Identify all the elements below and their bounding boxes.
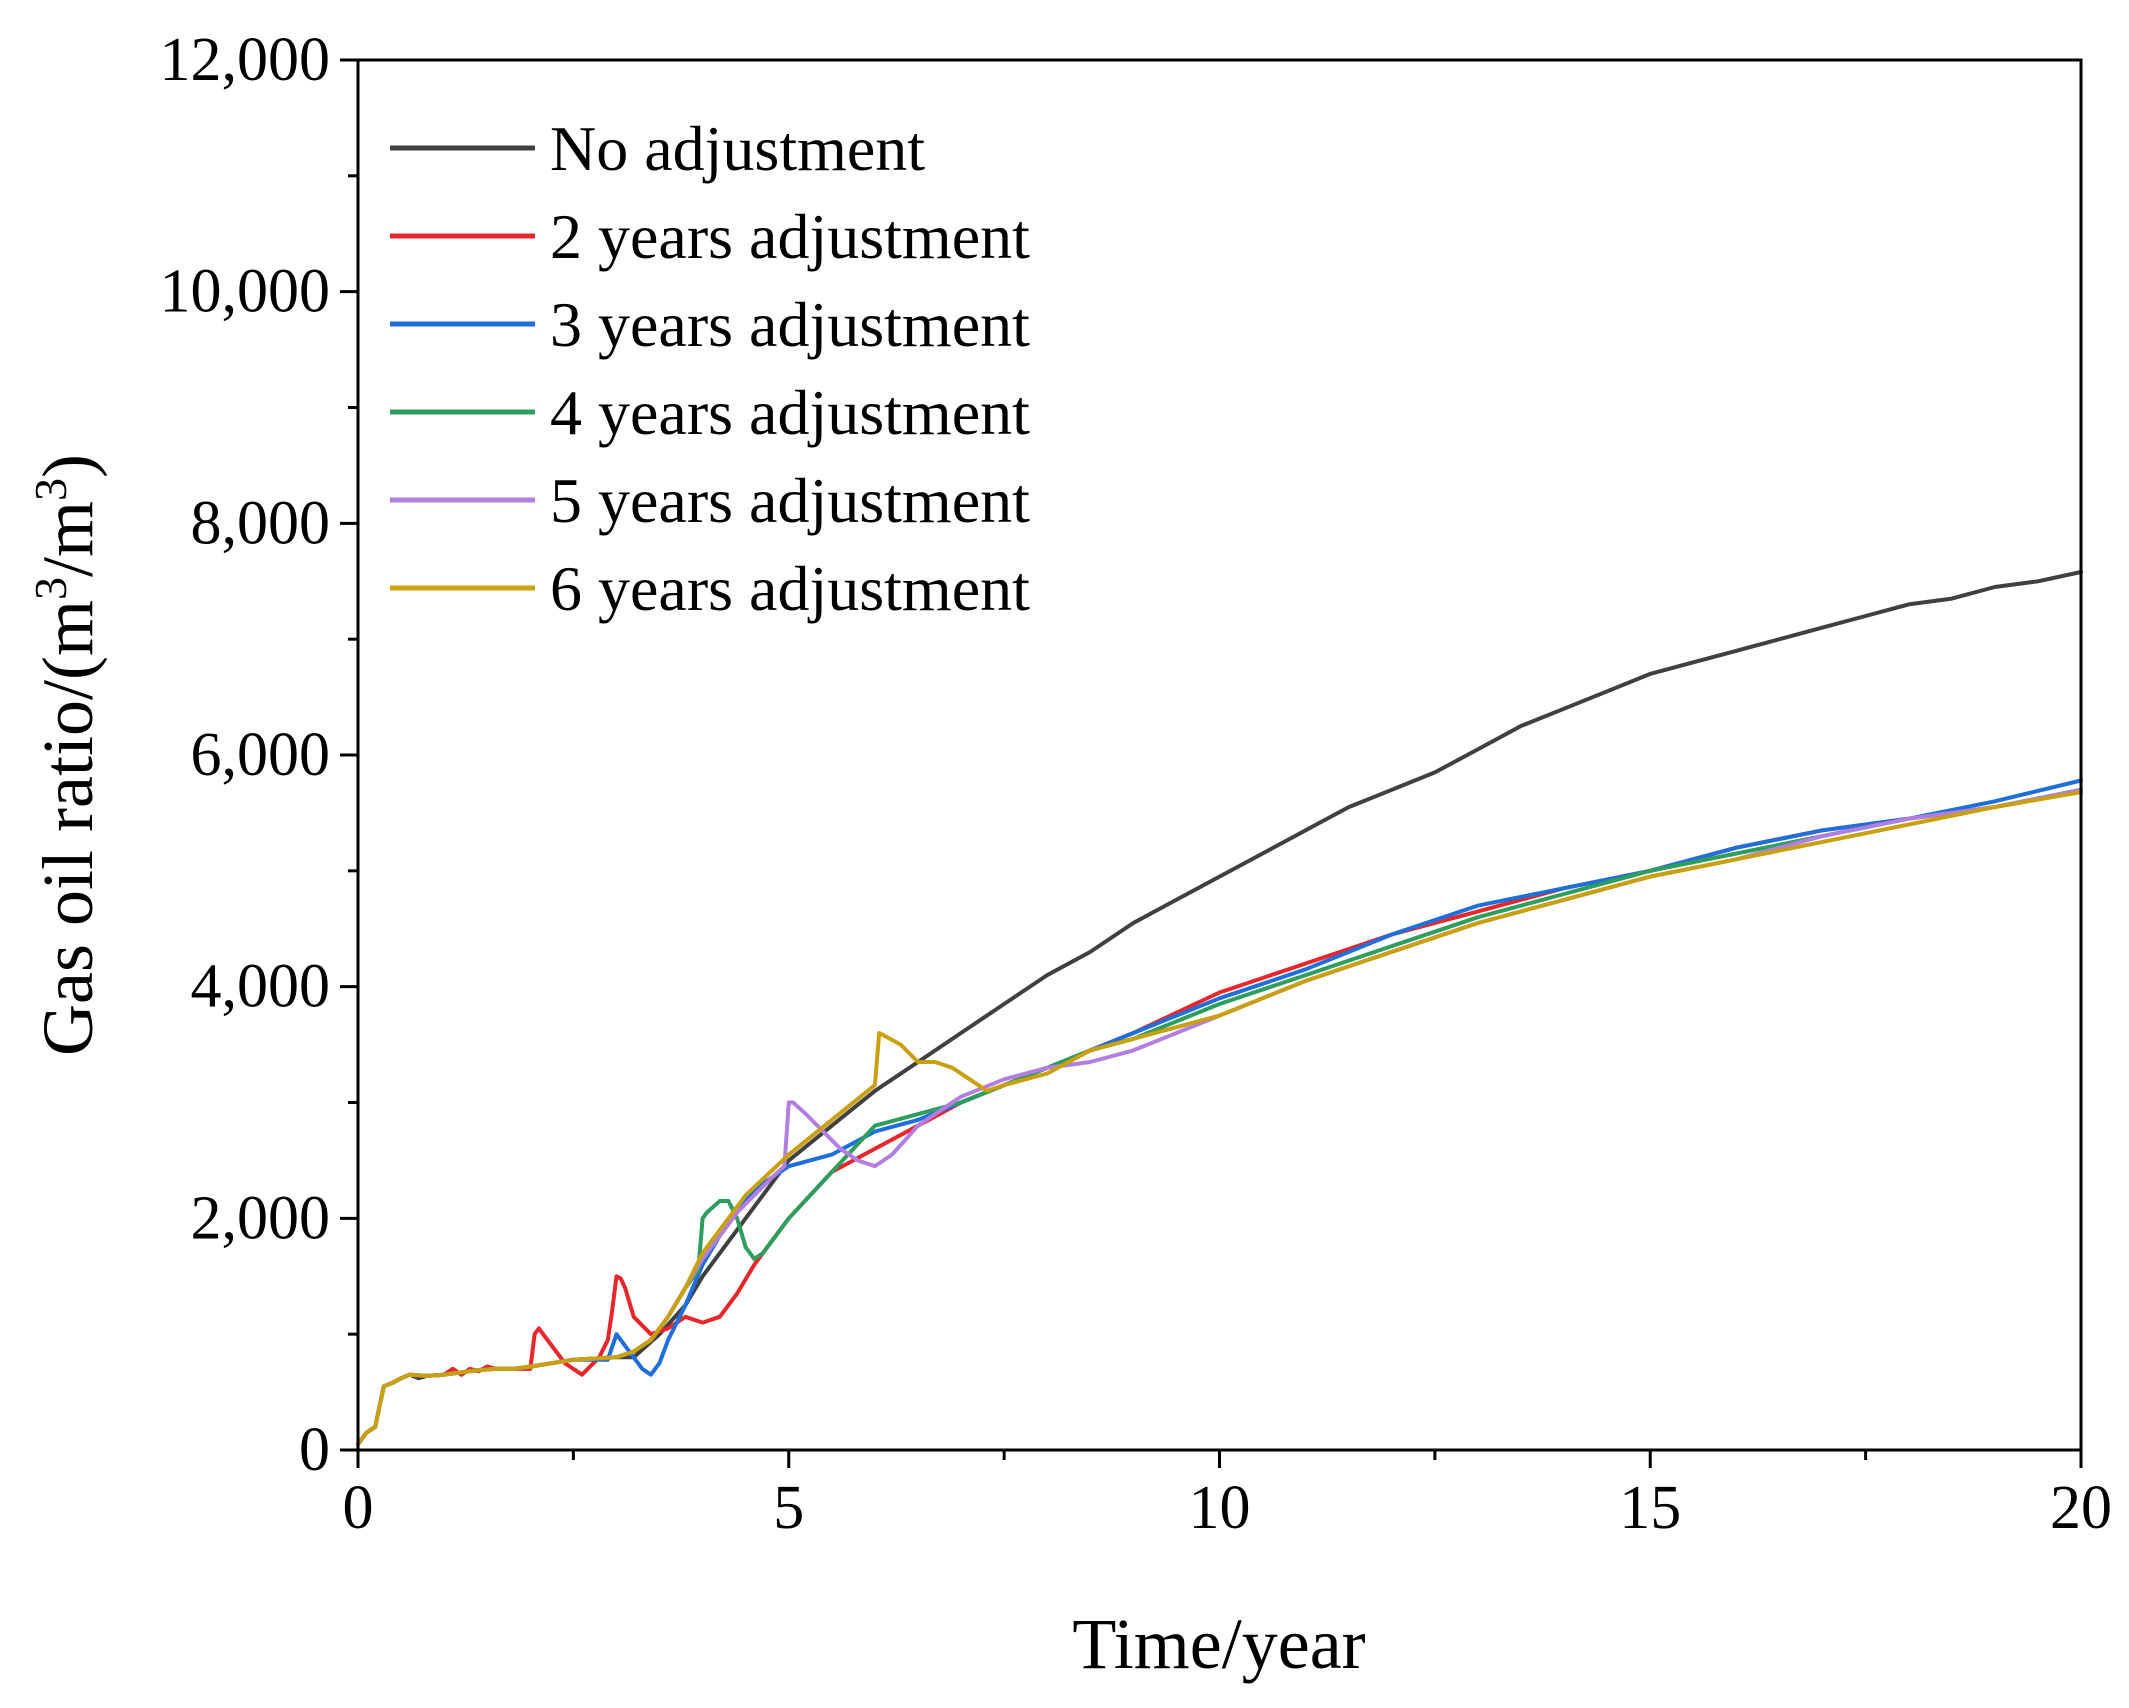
y-tick-label: 12,000 [160,26,331,94]
x-tick-label: 15 [1619,1474,1681,1542]
series-line-5 [356,790,2083,1447]
y-tick-label: 8,000 [191,489,331,557]
y-tick-label: 6,000 [191,721,331,789]
legend-label-3: 4 years adjustment [550,377,1030,448]
legend-label-4: 5 years adjustment [550,465,1030,536]
y-tick-label: 10,000 [160,258,331,326]
y-axis-title: Gas oil ratio/(m3/m3) [25,454,108,1056]
ticks-layer: 0 5 10 15 20 0 2,000 4,000 6,000 8,000 10,000 12,00… [160,26,2113,1542]
x-tick-label: 20 [2050,1474,2112,1542]
legend-label-5: 6 years adjustment [550,553,1030,624]
x-tick-label: 0 [343,1474,374,1542]
x-tick-label: 10 [1189,1474,1251,1542]
legend-label-0: No adjustment [550,113,925,184]
series-layer [356,570,2083,1447]
legend-label-1: 2 years adjustment [550,201,1030,272]
y-tick-label: 4,000 [191,953,331,1021]
legend-label-2: 3 years adjustment [550,289,1030,360]
legend: No adjustment 2 years adjustment 3 years a… [390,113,1030,624]
y-tick-label: 2,000 [191,1184,331,1252]
x-tick-label: 5 [773,1474,804,1542]
y-tick-label: 0 [299,1416,330,1484]
x-axis-title: Time/year [1072,1604,1365,1684]
